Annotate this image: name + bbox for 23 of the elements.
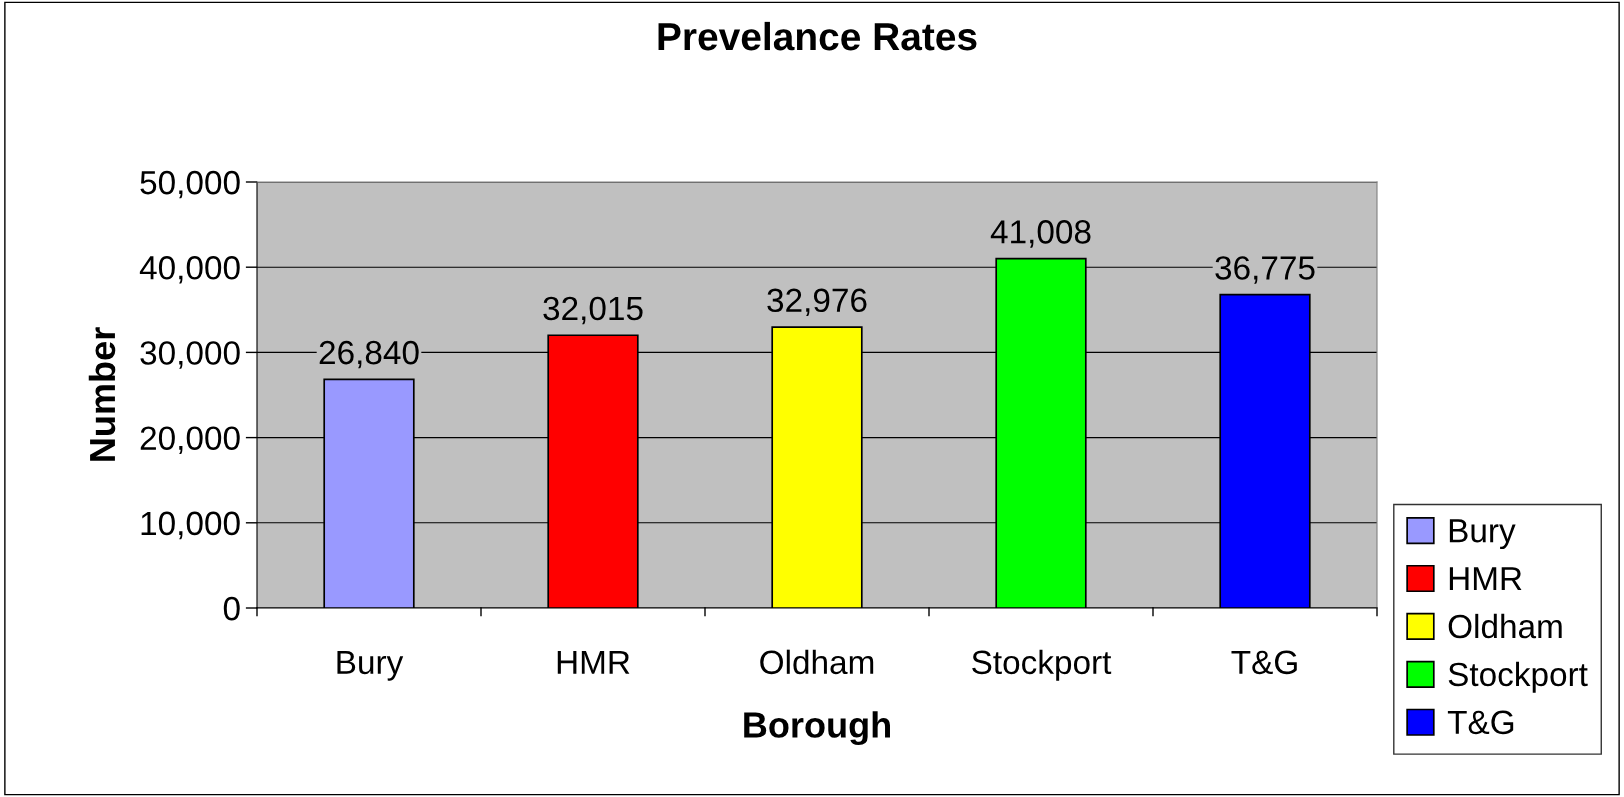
- chart-title: Prevelance Rates: [658, 21, 977, 51]
- x-tick-label: HMR: [557, 650, 630, 674]
- y-axis-title: Number: [88, 327, 116, 461]
- x-axis-title: Borough: [744, 711, 890, 746]
- y-tick-label: 20,000: [140, 426, 240, 454]
- data-label: 32,976: [767, 288, 867, 317]
- y-tick-label: 40,000: [139, 256, 240, 284]
- legend-label: Bury: [1449, 519, 1516, 550]
- x-tick-label: Bury: [337, 650, 404, 681]
- y-tick-label: 30,000: [140, 341, 240, 369]
- legend-label: Oldham: [1448, 613, 1562, 639]
- y-tick-label: 50,000: [140, 170, 240, 199]
- data-label: 36,775: [1215, 256, 1315, 284]
- legend-label: T&G: [1447, 710, 1514, 735]
- y-tick-label: 0: [223, 596, 240, 621]
- legend-label: HMR: [1449, 567, 1522, 591]
- x-tick-label: Oldham: [760, 649, 874, 675]
- x-tick-label: Stockport: [972, 649, 1112, 681]
- y-tick-label: 10,000: [141, 511, 240, 540]
- data-label: 26,840: [319, 340, 419, 369]
- data-label: 32,015: [543, 296, 643, 325]
- data-label: 41,008: [990, 220, 1091, 248]
- x-tick-label: T&G: [1231, 650, 1297, 675]
